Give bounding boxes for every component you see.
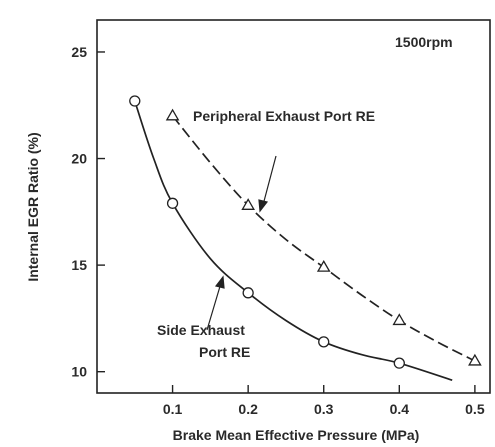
x-axis-ticks: 0.1 0.2 0.3 0.4 0.5 bbox=[163, 385, 485, 417]
y-tick-label: 10 bbox=[71, 364, 87, 380]
y-axis-ticks: 10 15 20 25 bbox=[71, 44, 105, 380]
y-tick-label: 20 bbox=[71, 151, 87, 167]
peripheral-arrow-head bbox=[258, 199, 269, 213]
side-series-line bbox=[133, 100, 453, 382]
peripheral-data-point bbox=[392, 313, 407, 326]
x-tick-label: 0.3 bbox=[314, 401, 334, 417]
x-tick-label: 0.4 bbox=[390, 401, 410, 417]
y-tick-label: 25 bbox=[71, 44, 87, 60]
series-markers bbox=[129, 95, 482, 369]
x-tick-label: 0.1 bbox=[163, 401, 183, 417]
series-curves bbox=[133, 100, 476, 382]
side-arrow-head bbox=[214, 275, 225, 289]
peripheral-data-point bbox=[468, 353, 482, 366]
side-data-point bbox=[242, 287, 254, 299]
x-tick-label: 0.2 bbox=[238, 401, 258, 417]
side-data-point bbox=[393, 357, 405, 369]
y-tick-label: 15 bbox=[71, 257, 87, 273]
side-data-point bbox=[166, 197, 179, 209]
side-data-point bbox=[318, 336, 330, 348]
peripheral-arrow-line bbox=[262, 155, 277, 206]
plot-frame bbox=[96, 19, 491, 394]
peripheral-data-point bbox=[165, 108, 180, 121]
x-tick-label: 0.5 bbox=[465, 401, 485, 417]
annotation-arrows bbox=[206, 155, 277, 331]
side-series-label-line1: Side Exhaust bbox=[157, 322, 245, 338]
peripheral-data-point bbox=[241, 198, 255, 210]
side-arrow-line bbox=[206, 282, 222, 331]
side-series-label-line2: Port RE bbox=[199, 344, 250, 360]
x-axis-title: Brake Mean Effective Pressure (MPa) bbox=[173, 427, 420, 443]
y-axis-title: Internal EGR Ratio (%) bbox=[25, 132, 41, 281]
side-data-point bbox=[129, 95, 141, 107]
peripheral-series-label: Peripheral Exhaust Port RE bbox=[193, 108, 375, 124]
peripheral-data-point bbox=[316, 259, 331, 272]
condition-label: 1500rpm bbox=[395, 34, 453, 50]
